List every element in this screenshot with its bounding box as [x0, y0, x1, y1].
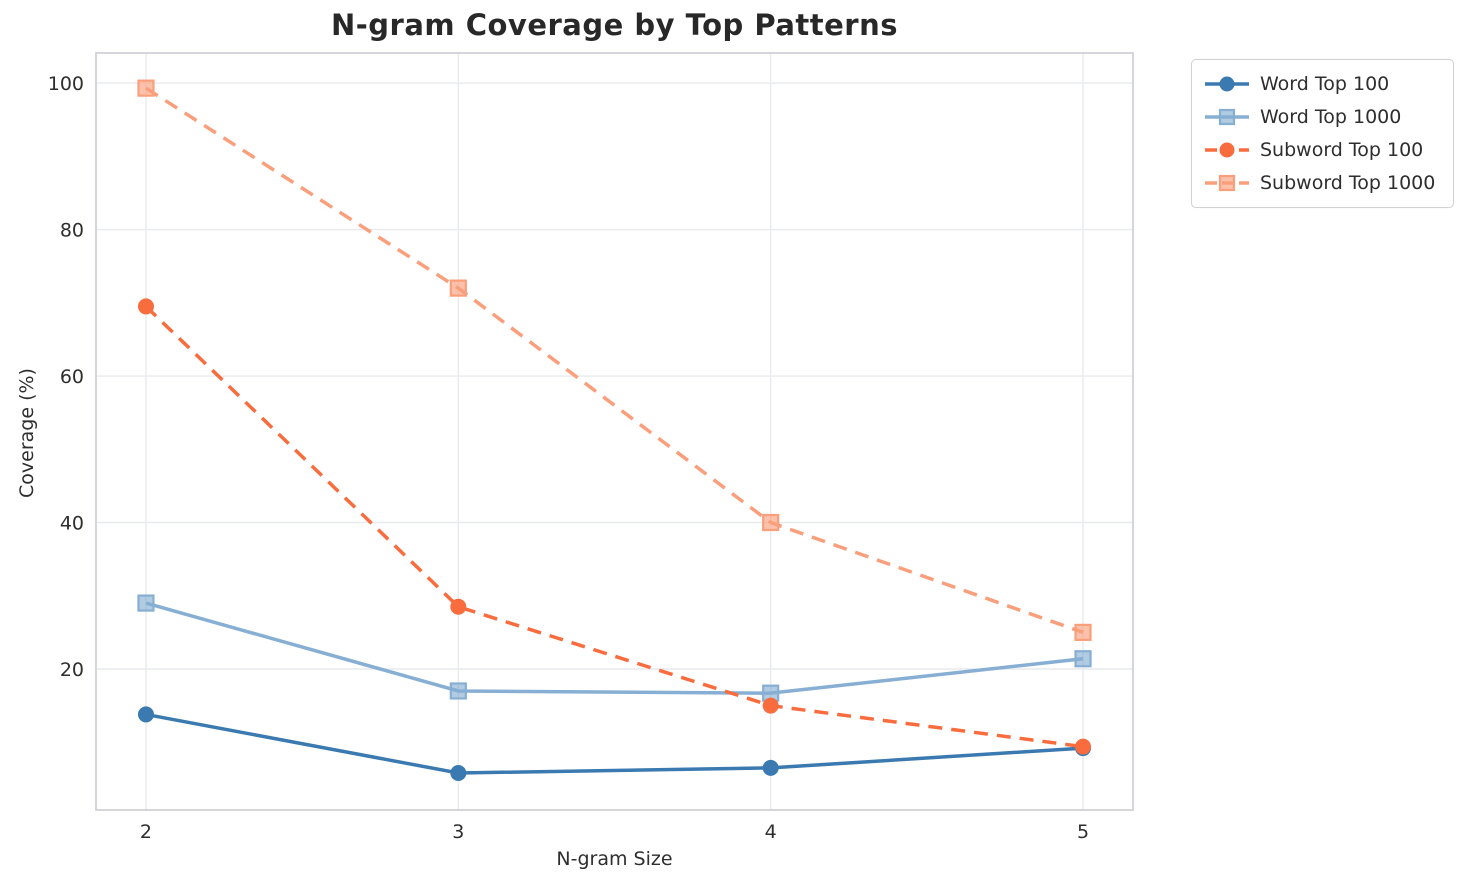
legend-item-subword-top-1000: Subword Top 1000 [1204, 168, 1435, 198]
legend-item-word-top-1000: Word Top 1000 [1204, 102, 1435, 132]
legend-label: Word Top 1000 [1260, 106, 1402, 128]
legend-label: Subword Top 100 [1260, 139, 1424, 161]
square-marker-icon [1218, 174, 1236, 192]
data-point-word-top-100 [762, 759, 779, 776]
data-point-subword-top-100 [450, 598, 467, 615]
x-tick-label-3: 3 [452, 821, 464, 843]
chart-title: N-gram Coverage by Top Patterns [330, 8, 899, 42]
legend-sample-dashed-circle [1205, 142, 1249, 158]
data-point-word-top-1000 [449, 682, 467, 700]
circle-marker-icon [1219, 76, 1235, 92]
y-tick-label-60: 60 [60, 366, 84, 388]
series-line-subword-top-1000 [145, 86, 1084, 635]
series-line-word-top-100 [145, 712, 1084, 775]
legend-label: Subword Top 1000 [1260, 172, 1436, 194]
legend-item-word-top-100: Word Top 100 [1204, 69, 1435, 99]
legend: Word Top 100 Word Top 1000 Subword Top 100… [1191, 59, 1455, 208]
series-line-word-top-1000 [145, 601, 1084, 695]
data-point-word-top-100 [450, 765, 467, 782]
data-point-subword-top-1000 [449, 279, 467, 297]
legend-sample-solid-circle [1205, 76, 1249, 92]
y-tick-label-80: 80 [60, 220, 84, 242]
data-point-subword-top-100 [1075, 738, 1092, 755]
x-tick-label-4: 4 [765, 821, 777, 843]
legend-sample-solid-square [1205, 108, 1249, 126]
data-point-subword-top-1000 [137, 79, 155, 97]
data-point-subword-top-100 [137, 298, 154, 315]
circle-marker-icon [1219, 142, 1235, 158]
legend-label: Word Top 100 [1260, 73, 1390, 95]
plot-border [95, 52, 1134, 811]
y-tick-label-40: 40 [60, 513, 84, 535]
x-tick-label-2: 2 [140, 821, 152, 843]
data-point-word-top-1000 [1074, 650, 1092, 668]
legend-item-subword-top-100: Subword Top 100 [1204, 135, 1435, 165]
data-point-word-top-100 [137, 706, 154, 723]
y-axis-label: Coverage (%) [16, 368, 38, 498]
series-line-subword-top-100 [144, 305, 1084, 749]
data-point-subword-top-1000 [762, 513, 780, 532]
x-tick-label-5: 5 [1077, 821, 1089, 843]
data-point-subword-top-1000 [1074, 623, 1092, 641]
y-tick-label-20: 20 [60, 659, 84, 681]
y-tick-label-100: 100 [48, 73, 84, 95]
square-marker-icon [1218, 108, 1236, 126]
data-point-subword-top-100 [762, 697, 779, 714]
legend-sample-dashed-square [1205, 174, 1249, 192]
data-point-word-top-1000 [137, 594, 155, 612]
x-axis-label: N-gram Size [556, 848, 673, 870]
